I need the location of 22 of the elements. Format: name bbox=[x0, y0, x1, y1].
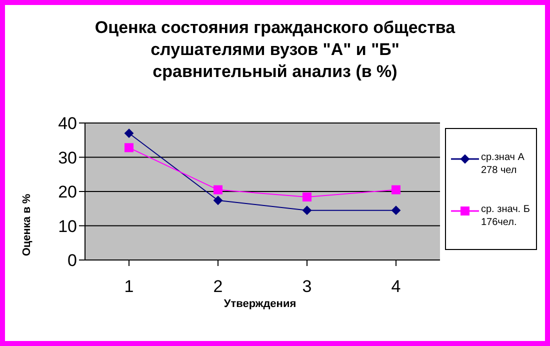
x-tick-label: 2 bbox=[213, 277, 223, 296]
x-tick-label: 3 bbox=[302, 277, 312, 296]
x-tick-label: 1 bbox=[124, 277, 134, 296]
x-axis-title: Утверждения bbox=[222, 298, 298, 310]
point bbox=[392, 185, 400, 194]
point bbox=[214, 196, 222, 205]
y-tick-label: 20 bbox=[58, 182, 77, 202]
y-tick-label: 40 bbox=[58, 114, 77, 134]
point bbox=[124, 128, 134, 138]
y-tick-label: 10 bbox=[58, 216, 77, 236]
y-tick-label: 30 bbox=[58, 148, 77, 168]
point bbox=[302, 192, 312, 202]
y-tick-label: 0 bbox=[68, 251, 77, 270]
x-tick-label: 4 bbox=[391, 277, 401, 296]
point bbox=[124, 143, 134, 152]
chart-title: Оценка состояния гражданского общества слушателями вузов "А" и "Б" сравнительный анализ (в %) bbox=[94, 17, 456, 83]
point bbox=[302, 206, 312, 215]
y-axis-title: Оценка в % bbox=[21, 194, 33, 256]
legend-label: ср.знач А 278 чел bbox=[481, 151, 526, 177]
point bbox=[392, 206, 400, 215]
legend-label: ср. знач. Б 176чел. bbox=[481, 203, 531, 229]
point bbox=[214, 185, 222, 194]
